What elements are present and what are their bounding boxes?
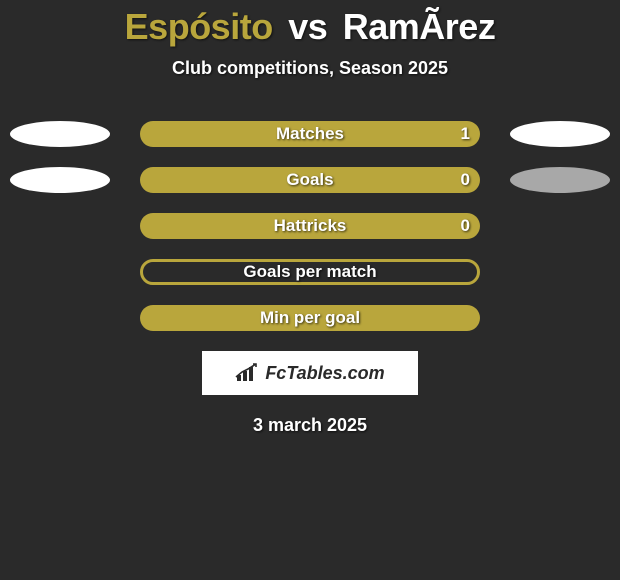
right-marker-ellipse [510, 121, 610, 147]
left-marker-ellipse [10, 121, 110, 147]
stat-bar: Goals 0 [140, 167, 480, 193]
stat-bar: Hattricks 0 [140, 213, 480, 239]
stat-rows: Matches 1 Goals 0 Hattricks 0 Goals per … [0, 121, 620, 331]
stat-label: Matches [276, 124, 344, 144]
stat-value-right: 0 [461, 216, 470, 236]
subtitle: Club competitions, Season 2025 [172, 58, 448, 79]
right-marker-ellipse [510, 167, 610, 193]
player1-name: Espósito [125, 6, 273, 47]
stat-bar: Matches 1 [140, 121, 480, 147]
vs-label: vs [288, 6, 327, 47]
player2-name: RamÃ­rez [343, 6, 496, 47]
stat-value-right: 1 [461, 124, 470, 144]
stat-label: Goals per match [243, 262, 376, 282]
page-title: Espósito vs RamÃ­rez [125, 6, 496, 48]
logo-badge: FcTables.com [202, 351, 418, 395]
stat-bar: Min per goal [140, 305, 480, 331]
stat-row: Goals 0 [0, 167, 620, 193]
stat-bar: Goals per match [140, 259, 480, 285]
stat-value-right: 0 [461, 170, 470, 190]
stat-label: Hattricks [274, 216, 347, 236]
bar-chart-icon [235, 363, 259, 383]
comparison-infographic: Espósito vs RamÃ­rez Club competitions, … [0, 0, 620, 580]
date-label: 3 march 2025 [253, 415, 367, 436]
stat-row: Goals per match [0, 259, 620, 285]
stat-label: Min per goal [260, 308, 360, 328]
stat-row: Hattricks 0 [0, 213, 620, 239]
stat-label: Goals [286, 170, 333, 190]
logo-text: FcTables.com [265, 363, 384, 384]
stat-row: Min per goal [0, 305, 620, 331]
stat-row: Matches 1 [0, 121, 620, 147]
left-marker-ellipse [10, 167, 110, 193]
